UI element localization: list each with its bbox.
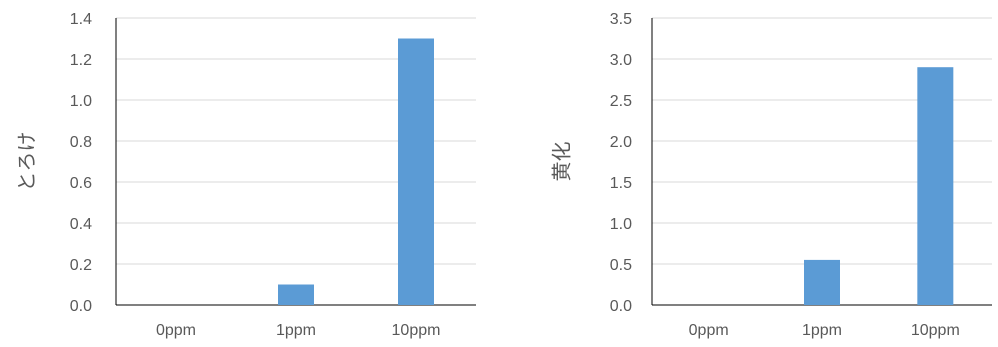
y-tick-label: 1.2 <box>70 52 92 69</box>
y-tick-label: 3.5 <box>610 11 632 28</box>
y-tick-label: 3.0 <box>610 52 632 69</box>
y-tick-label: 0.2 <box>70 257 92 274</box>
y-tick-label: 1.0 <box>70 93 92 110</box>
x-tick-label: 1ppm <box>802 322 842 339</box>
y-tick-label: 2.5 <box>610 93 632 110</box>
y-tick-label: 1.5 <box>610 175 632 192</box>
x-tick-label: 0ppm <box>689 322 729 339</box>
y-tick-label: 0.8 <box>70 134 92 151</box>
y-tick-label: 0.0 <box>610 298 632 315</box>
x-tick-label: 10ppm <box>392 322 441 339</box>
y-tick-label: 0.5 <box>610 257 632 274</box>
chart-0: 0.0 0.2 0.4 0.6 0.8 1.0 1.2 1.4 0ppm 1ppm 10ppm とろけ <box>16 11 476 339</box>
y-axis-title: とろけ <box>16 132 38 192</box>
y-tick-label: 0.4 <box>70 216 92 233</box>
bar-1ppm <box>278 284 314 305</box>
x-tick-label: 1ppm <box>276 322 316 339</box>
chart-1: 0.0 0.5 1.0 1.5 2.0 2.5 3.0 3.5 0ppm 1ppm 10ppm 黄化 <box>550 11 992 339</box>
y-tick-label: 2.0 <box>610 134 632 151</box>
x-tick-label: 10ppm <box>911 322 960 339</box>
bar-10ppm <box>398 38 434 305</box>
bar-10ppm <box>917 67 954 305</box>
y-tick-label: 0.6 <box>70 175 92 192</box>
y-tick-label: 1.4 <box>70 11 92 28</box>
y-axis-title: 黄化 <box>550 142 573 182</box>
x-tick-label: 0ppm <box>156 322 196 339</box>
y-tick-label: 0.0 <box>70 298 92 315</box>
bar-1ppm <box>804 259 840 305</box>
y-tick-label: 1.0 <box>610 216 632 233</box>
